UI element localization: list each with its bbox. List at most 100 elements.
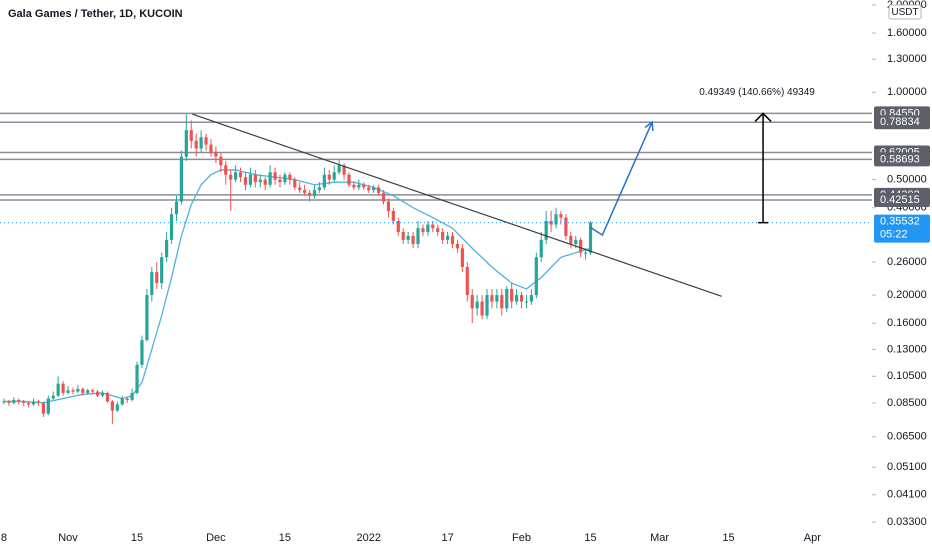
y-tick-label: 0.05100 — [887, 461, 927, 473]
candle-body — [500, 295, 504, 309]
candle-body — [569, 235, 573, 244]
level-label: 0.78834 — [880, 116, 920, 128]
candle-body — [130, 392, 134, 400]
candle-body — [534, 257, 538, 296]
y-tick-label: 1.60000 — [887, 27, 927, 39]
candle-body — [155, 272, 159, 284]
candle-body — [357, 184, 361, 188]
candle-body — [51, 395, 55, 399]
candle-body — [184, 130, 188, 157]
candle-body — [372, 187, 376, 191]
candle-body — [347, 174, 351, 185]
candle-body — [475, 301, 479, 309]
candle-body — [441, 231, 445, 240]
candle-body — [268, 172, 272, 185]
candle-body — [174, 201, 179, 215]
candle-body — [169, 214, 174, 240]
candle-body — [332, 172, 336, 180]
candle-body — [564, 217, 568, 236]
candle-body — [56, 383, 60, 396]
candle-body — [91, 390, 95, 392]
candle-body — [352, 184, 356, 188]
x-tick-label: 15 — [279, 532, 291, 544]
candle-body — [12, 399, 16, 403]
y-tick-label: 0.10500 — [887, 370, 927, 382]
candle-body — [26, 402, 31, 405]
candle-body — [278, 179, 282, 183]
candle-body — [588, 222, 593, 253]
y-tick-label: 0.50000 — [887, 174, 927, 186]
candle-body — [46, 398, 50, 414]
candle-body — [2, 401, 6, 403]
candle-body — [470, 295, 474, 309]
x-tick-label: Nov — [58, 532, 78, 544]
candle-body — [436, 228, 440, 232]
candle-body — [81, 388, 85, 393]
candle-body — [579, 239, 583, 253]
candle-body — [519, 295, 524, 302]
last-price: 0.35532 — [880, 216, 920, 228]
x-tick-label: 8 — [1, 532, 7, 544]
candle-body — [234, 172, 238, 180]
candle-body — [495, 295, 499, 302]
x-tick-label: Apr — [804, 532, 821, 544]
candle-body — [86, 390, 90, 393]
candle-body — [376, 187, 381, 193]
candle-body — [76, 388, 80, 392]
candle-body — [288, 174, 292, 180]
candle-body — [514, 295, 519, 302]
candle-body — [263, 179, 267, 185]
currency-box — [888, 4, 922, 20]
candle-body — [445, 235, 450, 240]
candle-body — [411, 235, 415, 244]
candle-body — [559, 214, 563, 218]
candle-body — [584, 252, 588, 254]
candle-body — [110, 401, 114, 411]
candle-body — [214, 152, 218, 157]
candle-body — [31, 401, 36, 405]
level-badge — [874, 193, 930, 208]
candle-body — [431, 224, 435, 229]
candle-body — [7, 401, 11, 403]
candle-body — [238, 172, 243, 178]
candle-body — [189, 130, 193, 141]
candle-body — [342, 165, 346, 175]
candle-body — [549, 221, 553, 225]
candle-body — [209, 144, 213, 153]
y-tick-label: 0.04100 — [887, 489, 927, 501]
candle-body — [391, 210, 395, 222]
candle-body — [416, 228, 420, 244]
y-tick-label: 0.20000 — [887, 289, 927, 301]
candle-body — [61, 383, 65, 393]
candle-body — [450, 235, 455, 244]
candle-body — [135, 364, 139, 393]
candle-body — [303, 190, 307, 193]
arrow-head — [644, 120, 654, 132]
x-tick-label: Mar — [650, 532, 669, 544]
x-tick-label: Dec — [206, 532, 226, 544]
candle-body — [421, 228, 425, 232]
level-label: 0.42515 — [880, 194, 920, 206]
y-tick-label: 0.03300 — [887, 516, 927, 528]
candle-body — [96, 391, 100, 396]
candle-body — [386, 201, 391, 211]
candle-body — [219, 156, 223, 166]
level-badge — [874, 115, 930, 130]
candle-body — [224, 165, 228, 175]
candle-body — [362, 184, 366, 188]
chart-title: Gala Games / Tether, 1D, KUCOIN — [8, 8, 183, 20]
candle-body — [140, 340, 144, 365]
x-tick-label: Feb — [512, 532, 531, 544]
last-price-badge — [874, 214, 930, 243]
x-tick-label: 15 — [722, 532, 734, 544]
candle-body — [204, 137, 208, 145]
candle-body — [337, 165, 341, 173]
candle-body — [283, 174, 287, 183]
y-tick-label: 0.06500 — [887, 431, 927, 443]
candle-body — [367, 187, 371, 191]
candle-body — [194, 140, 198, 149]
countdown: 05:22 — [880, 229, 908, 241]
y-tick-label: 0.13000 — [887, 343, 927, 355]
candle-body — [505, 288, 509, 309]
candle-body — [554, 214, 558, 225]
